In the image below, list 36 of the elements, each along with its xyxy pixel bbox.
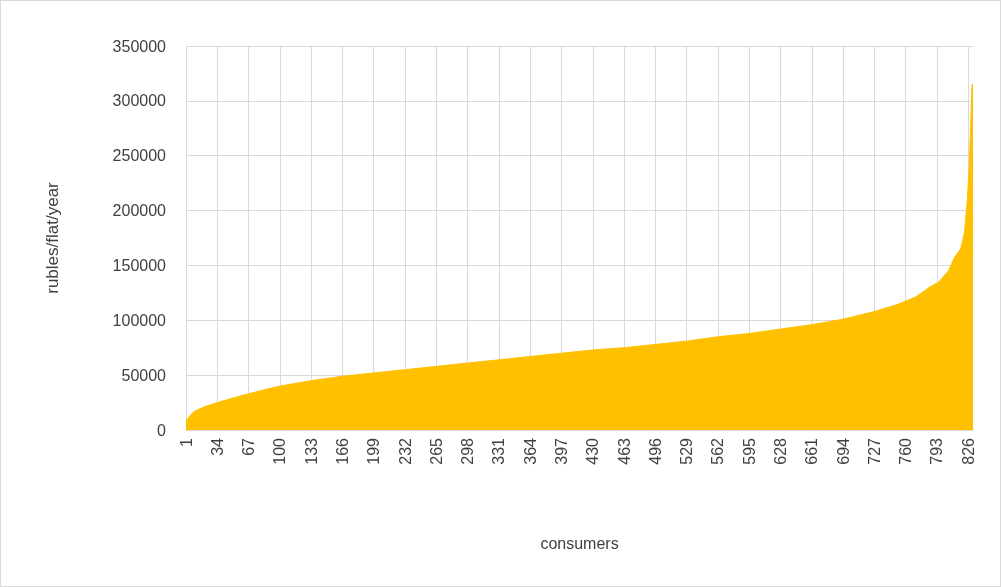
x-tick-label: 298 [459,437,477,465]
x-tick-label: 496 [646,437,664,465]
y-tick-label: 150000 [112,256,167,274]
y-tick-label: 100000 [112,311,167,329]
x-tick-label: 364 [521,437,539,465]
x-tick-label: 166 [333,437,351,465]
x-tick-label: 34 [208,437,226,456]
x-tick-label: 331 [490,437,508,465]
x-tick-label: 694 [834,437,852,465]
y-tick-label: 200000 [112,202,167,220]
y-tick-label: 350000 [112,37,167,55]
x-tick-label: 430 [584,437,602,465]
x-tick-label: 727 [865,437,883,465]
x-tick-label: 199 [365,437,383,465]
y-tick-label: 50000 [121,366,167,384]
x-tick-label: 529 [678,437,696,465]
x-axis-title: consumers [540,534,619,552]
x-tick-label: 661 [803,437,821,465]
x-tick-label: 826 [959,437,977,465]
y-tick-label: 0 [157,421,167,439]
x-tick-label: 397 [552,437,570,465]
y-axis-title: rubles/flat/year [43,181,62,294]
x-tick-label: 463 [615,437,633,465]
x-tick-label: 133 [302,437,320,465]
y-tick-label: 300000 [112,92,167,110]
x-tick-label: 100 [271,437,289,465]
x-tick-label: 265 [427,437,445,465]
x-tick-label: 760 [897,437,915,465]
x-tick-label: 793 [928,437,946,465]
x-tick-label: 232 [396,437,414,465]
x-tick-label: 67 [240,437,258,456]
x-tick-label: 562 [709,437,727,465]
y-tick-label: 250000 [112,147,167,165]
x-tick-label: 628 [772,437,790,465]
x-tick-label: 1 [177,437,195,447]
x-tick-label: 595 [740,437,758,465]
